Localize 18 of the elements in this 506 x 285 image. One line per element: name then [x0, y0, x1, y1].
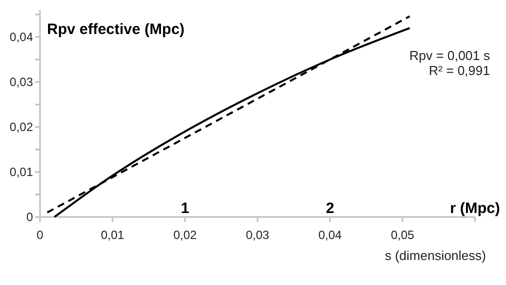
y-tick-label: 0,01	[10, 165, 34, 180]
x2-tick-label: 2	[326, 200, 334, 217]
x-tick-label: 0,03	[246, 228, 270, 242]
x2-axis-title: r (Mpc)	[450, 200, 500, 217]
y-axis-title: Rpv effective (Mpc)	[47, 21, 185, 38]
x-tick-label: 0,04	[318, 228, 342, 242]
x-tick-label: 0,01	[100, 228, 124, 242]
x-tick-label: 0	[36, 228, 44, 242]
y-tick-label: 0,04	[10, 30, 34, 44]
x2-tick-label: 1	[180, 200, 190, 217]
annotation: R² = 0,991	[428, 63, 490, 78]
x-tick-label: 0,05	[390, 228, 414, 242]
y-tick-label: 0,02	[10, 120, 34, 134]
y-tick-label: 0,03	[10, 75, 34, 90]
annotation: Rpv = 0,001 s	[409, 48, 490, 63]
x-tick-label: 0,02	[173, 228, 197, 242]
y-tick-label: 0	[26, 210, 34, 224]
x-axis-title: s (dimensionless)	[384, 248, 486, 263]
